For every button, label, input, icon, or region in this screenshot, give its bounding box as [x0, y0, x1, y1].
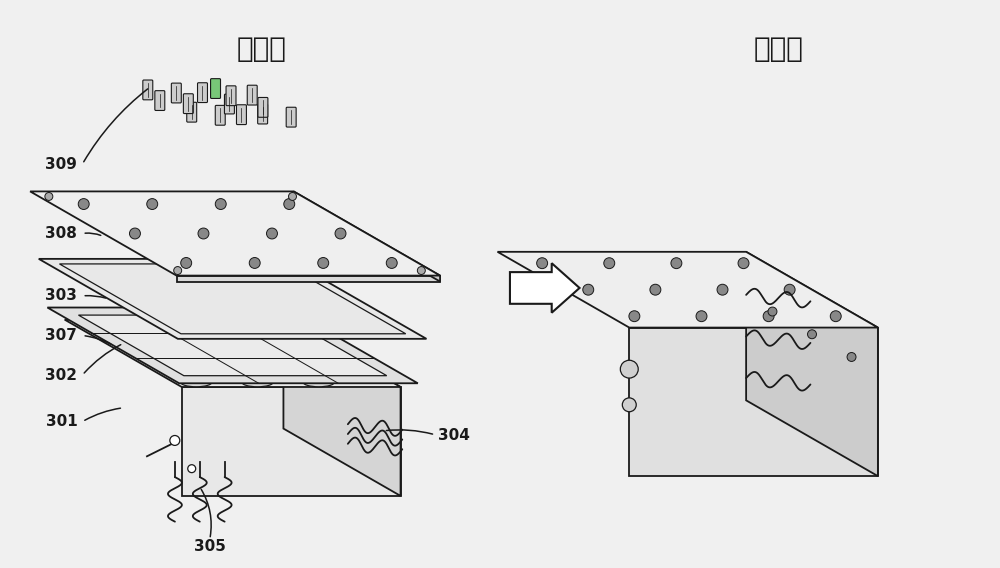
Polygon shape [177, 275, 440, 282]
Circle shape [622, 398, 636, 412]
Text: 装配后: 装配后 [754, 35, 803, 64]
Polygon shape [746, 252, 878, 476]
FancyBboxPatch shape [155, 91, 165, 110]
Polygon shape [498, 252, 878, 328]
Circle shape [289, 193, 296, 201]
FancyBboxPatch shape [211, 78, 221, 98]
Circle shape [267, 228, 277, 239]
Polygon shape [189, 340, 221, 352]
Ellipse shape [303, 377, 335, 387]
Circle shape [650, 284, 661, 295]
Circle shape [249, 257, 260, 269]
Circle shape [318, 257, 329, 269]
Circle shape [188, 465, 196, 473]
Circle shape [170, 436, 180, 445]
FancyBboxPatch shape [171, 83, 181, 103]
Polygon shape [182, 387, 401, 496]
Circle shape [808, 330, 816, 339]
Ellipse shape [180, 365, 212, 375]
Ellipse shape [128, 347, 159, 357]
Polygon shape [47, 307, 418, 383]
Circle shape [174, 266, 182, 274]
Polygon shape [39, 259, 426, 339]
Circle shape [181, 257, 192, 269]
Ellipse shape [189, 347, 221, 357]
Ellipse shape [180, 377, 212, 387]
Text: 309: 309 [45, 157, 77, 172]
Ellipse shape [189, 335, 221, 345]
Polygon shape [180, 370, 212, 382]
Ellipse shape [250, 347, 282, 357]
Circle shape [620, 360, 638, 378]
Polygon shape [65, 320, 401, 387]
FancyBboxPatch shape [258, 98, 268, 117]
Circle shape [738, 258, 749, 269]
Text: 307: 307 [45, 328, 77, 343]
Ellipse shape [242, 377, 273, 387]
FancyBboxPatch shape [183, 94, 193, 114]
Polygon shape [250, 340, 282, 352]
Ellipse shape [242, 365, 273, 375]
FancyBboxPatch shape [224, 94, 234, 114]
Polygon shape [629, 328, 878, 476]
Text: 303: 303 [45, 289, 77, 303]
FancyBboxPatch shape [286, 107, 296, 127]
Circle shape [537, 258, 548, 269]
Ellipse shape [303, 365, 335, 375]
Polygon shape [303, 370, 335, 382]
Circle shape [417, 266, 425, 274]
Text: 304: 304 [438, 428, 470, 443]
Circle shape [847, 353, 856, 361]
FancyBboxPatch shape [143, 80, 153, 100]
Circle shape [717, 284, 728, 295]
FancyBboxPatch shape [236, 105, 246, 124]
FancyBboxPatch shape [187, 102, 197, 122]
Polygon shape [283, 320, 401, 496]
Circle shape [671, 258, 682, 269]
FancyBboxPatch shape [258, 104, 268, 124]
Polygon shape [294, 191, 440, 282]
Circle shape [335, 228, 346, 239]
Circle shape [583, 284, 594, 295]
Circle shape [45, 193, 53, 201]
FancyBboxPatch shape [226, 86, 236, 106]
Text: 302: 302 [45, 367, 77, 383]
FancyArrow shape [510, 263, 580, 313]
FancyBboxPatch shape [247, 85, 257, 105]
Polygon shape [128, 340, 159, 352]
Circle shape [830, 311, 841, 321]
Circle shape [215, 199, 226, 210]
FancyBboxPatch shape [215, 106, 225, 125]
Circle shape [784, 284, 795, 295]
Circle shape [763, 311, 774, 321]
Circle shape [696, 311, 707, 321]
FancyBboxPatch shape [198, 83, 207, 103]
Text: 308: 308 [45, 226, 77, 241]
Circle shape [604, 258, 615, 269]
Circle shape [198, 228, 209, 239]
Ellipse shape [250, 335, 282, 345]
Circle shape [129, 228, 140, 239]
Polygon shape [242, 370, 273, 382]
Circle shape [147, 199, 158, 210]
Circle shape [629, 311, 640, 321]
Text: 装配前: 装配前 [236, 35, 286, 64]
Text: 305: 305 [194, 539, 226, 554]
Circle shape [386, 257, 397, 269]
Text: 301: 301 [46, 414, 77, 429]
Polygon shape [30, 191, 440, 275]
Circle shape [78, 199, 89, 210]
Circle shape [284, 199, 295, 210]
Polygon shape [78, 315, 387, 375]
Circle shape [768, 307, 777, 316]
Ellipse shape [128, 335, 159, 345]
